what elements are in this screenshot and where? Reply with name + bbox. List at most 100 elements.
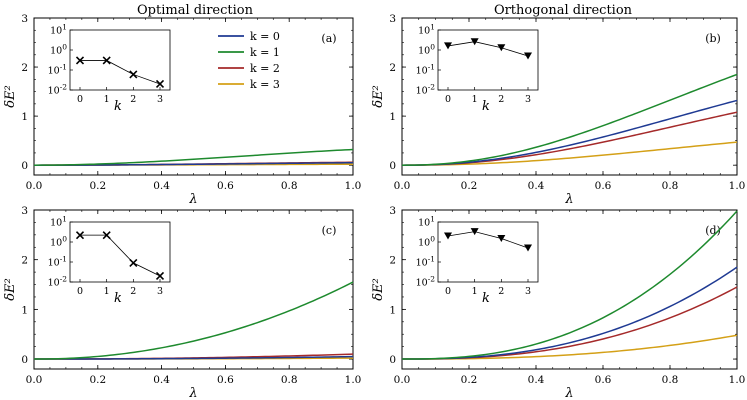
inset-x-tick-label: 2 — [130, 94, 136, 105]
inset-x-label: k — [482, 291, 490, 306]
x-tick-label: 1.0 — [729, 374, 746, 386]
x-tick-label: 0.2 — [89, 374, 106, 386]
inset-x-tick-label: 3 — [525, 94, 531, 105]
panel-c: 0.0 0.2 0.4 0.6 0.8 1.00123λδE²(c)10110010-11… — [3, 205, 361, 400]
inset-x-tick-label: 0 — [77, 94, 83, 105]
inset-marker — [497, 44, 506, 52]
inset-marker — [444, 42, 452, 50]
inset-marker — [524, 244, 532, 252]
y-tick-label: 3 — [389, 205, 396, 217]
inset-line — [80, 60, 161, 85]
series-line-k1 — [33, 281, 354, 360]
x-axis-label: λ — [188, 386, 197, 400]
y-tick-label: 1 — [389, 111, 396, 123]
inset-x-tick-label: 3 — [525, 286, 531, 297]
inset-y-tick-label: 101 — [418, 23, 435, 37]
inset-y-tick-label: 10-1 — [416, 63, 435, 77]
y-tick-label: 2 — [21, 62, 28, 74]
inset-x-tick-label: 1 — [104, 286, 110, 297]
inset: 101 100 10-1 10-2 0 1 2 3 k — [48, 23, 171, 114]
inset-line — [80, 234, 161, 277]
panel-label: (d) — [705, 224, 721, 237]
series-line-k1 — [33, 148, 354, 166]
y-tick-label: 2 — [389, 62, 396, 74]
inset-x-tick-label: 0 — [77, 286, 83, 297]
inset-marker — [129, 258, 138, 267]
series-line-k3 — [402, 334, 738, 360]
y-tick-label: 2 — [389, 255, 396, 267]
legend-label-k1: k = 1 — [250, 46, 280, 59]
y-tick-label: 0 — [389, 160, 396, 172]
inset-x-tick-label: 2 — [498, 94, 504, 105]
inset-x-tick-label: 2 — [498, 286, 504, 297]
panel-b: 0.0 0.2 0.4 0.6 0.8 1.00123λδE²(b)10110010-11… — [371, 13, 745, 207]
inset: 101 100 10-1 10-2 0 1 2 3 k — [416, 215, 539, 306]
inset-marker — [129, 70, 138, 79]
y-tick-label: 1 — [389, 304, 396, 316]
x-axis-label: λ — [564, 192, 573, 207]
x-axis-label: λ — [188, 192, 197, 207]
inset-line — [447, 41, 529, 57]
inset-y-tick-label: 10-2 — [48, 275, 68, 289]
x-tick-label: 0.6 — [595, 180, 612, 192]
x-tick-label: 0.4 — [153, 374, 170, 386]
inset-y-tick-label: 10-1 — [48, 255, 67, 269]
inset-frame — [69, 29, 171, 91]
inset-frame — [437, 221, 539, 283]
y-tick-label: 1 — [21, 111, 28, 123]
inset-marker — [102, 56, 111, 65]
legend: k = 0 k = 1 k = 2 k = 3 — [218, 30, 280, 91]
x-tick-label: 0.4 — [153, 180, 170, 192]
inset-x-tick-label: 0 — [445, 286, 451, 297]
x-tick-label: 0.8 — [281, 374, 298, 386]
inset-y-tick-label: 10-2 — [416, 83, 436, 97]
inset-y-tick-label: 101 — [50, 215, 67, 229]
inset-frame — [69, 221, 171, 283]
inset-y-tick-label: 10-2 — [48, 83, 68, 97]
inset: 101 100 10-1 10-2 0 1 2 3 k — [416, 23, 539, 114]
inset-marker — [102, 231, 111, 240]
y-tick-label: 0 — [21, 160, 28, 172]
panel-d: 0.0 0.2 0.4 0.6 0.8 1.00123λδE²(d)10110010-11… — [371, 205, 745, 400]
x-tick-label: 0.8 — [662, 374, 679, 386]
inset-marker — [75, 56, 85, 65]
x-tick-label: 0.6 — [595, 374, 612, 386]
panel-label: (c) — [322, 224, 337, 237]
x-tick-label: 0.0 — [394, 180, 411, 192]
y-tick-label: 2 — [21, 255, 28, 267]
inset-x-tick-label: 2 — [130, 286, 136, 297]
inset-x-tick-label: 3 — [157, 286, 163, 297]
inset-frame — [437, 29, 539, 91]
series-line-k3 — [402, 141, 738, 166]
inset-y-tick-label: 10-1 — [48, 63, 67, 77]
series-line-k0 — [401, 99, 738, 166]
panel-label: (a) — [321, 32, 336, 45]
inset-x-tick-label: 1 — [472, 94, 478, 105]
series-line-k0 — [34, 355, 354, 360]
x-tick-label: 0.8 — [662, 180, 679, 192]
y-tick-label: 1 — [21, 304, 28, 316]
y-axis-label: δE² — [3, 85, 18, 108]
inset-y-tick-label: 100 — [418, 235, 435, 249]
inset-marker — [524, 52, 532, 60]
x-tick-label: 0.8 — [281, 180, 298, 192]
series-line-k1 — [401, 73, 738, 166]
inset-y-tick-label: 10-1 — [416, 255, 435, 269]
x-axis-label: λ — [564, 386, 573, 400]
inset-x-tick-label: 3 — [157, 94, 163, 105]
x-tick-label: 0.2 — [461, 180, 478, 192]
x-tick-label: 1.0 — [345, 374, 362, 386]
inset-marker — [75, 231, 85, 240]
inset: 101 100 10-1 10-2 0 1 2 3 k — [48, 215, 171, 306]
y-axis-label: δE² — [371, 85, 386, 108]
x-tick-label: 1.0 — [345, 180, 362, 192]
x-tick-label: 1.0 — [729, 180, 746, 192]
inset-y-tick-label: 101 — [418, 215, 435, 229]
inset-marker — [444, 232, 452, 240]
inset-x-label: k — [114, 291, 122, 306]
series-line-k1 — [402, 210, 738, 360]
x-tick-label: 0.4 — [528, 374, 545, 386]
panel-label: (b) — [705, 32, 721, 45]
x-tick-label: 0.6 — [217, 180, 234, 192]
